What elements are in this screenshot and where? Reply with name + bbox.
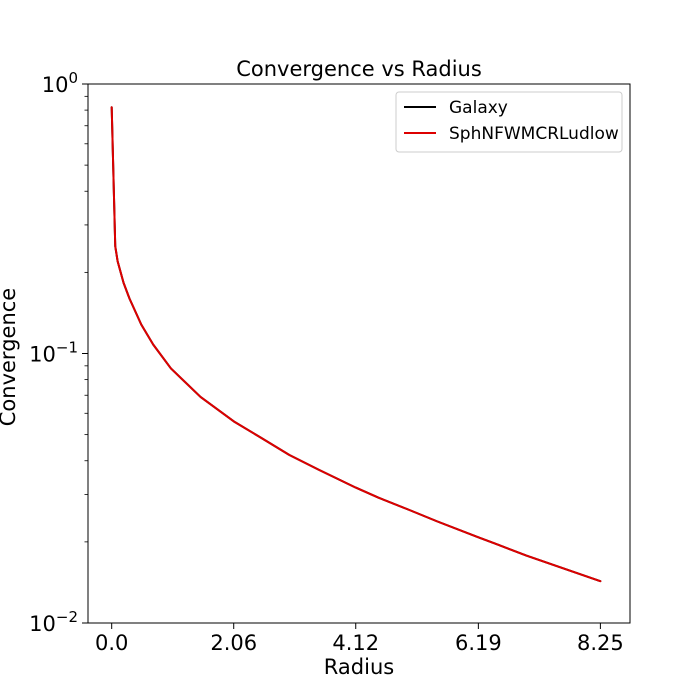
plot-frame [87, 83, 631, 624]
series-line-sphnfwmcrludlow [110, 106, 602, 583]
legend-box [395, 91, 623, 153]
x-tick-label: 2.06 [210, 631, 257, 655]
series-layer [110, 106, 602, 583]
y-axis-label: Convergence [0, 288, 20, 426]
ticks-layer: 0.0 2.06 4.12 6.19 8.25 10−2 10−1 100 [29, 69, 624, 655]
y-tick-label: 10−1 [29, 339, 78, 367]
y-tick-label: 10−2 [29, 608, 78, 636]
chart-title: Convergence vs Radius [236, 57, 482, 81]
plot-area: 0.0 2.06 4.12 6.19 8.25 10−2 10−1 100 [29, 69, 631, 655]
y-tick-label: 100 [42, 69, 78, 97]
legend-label-galaxy: Galaxy [449, 98, 508, 118]
legend: Galaxy SphNFWMCRLudlow [395, 91, 623, 153]
x-tick-label: 4.12 [332, 631, 379, 655]
x-tick-label: 8.25 [577, 631, 624, 655]
series-line-galaxy [110, 106, 602, 583]
x-axis-label: Radius [324, 655, 394, 679]
x-tick-label: 0.0 [95, 631, 128, 655]
x-tick-label: 6.19 [455, 631, 502, 655]
legend-label-sphnfw: SphNFWMCRLudlow [449, 124, 619, 144]
